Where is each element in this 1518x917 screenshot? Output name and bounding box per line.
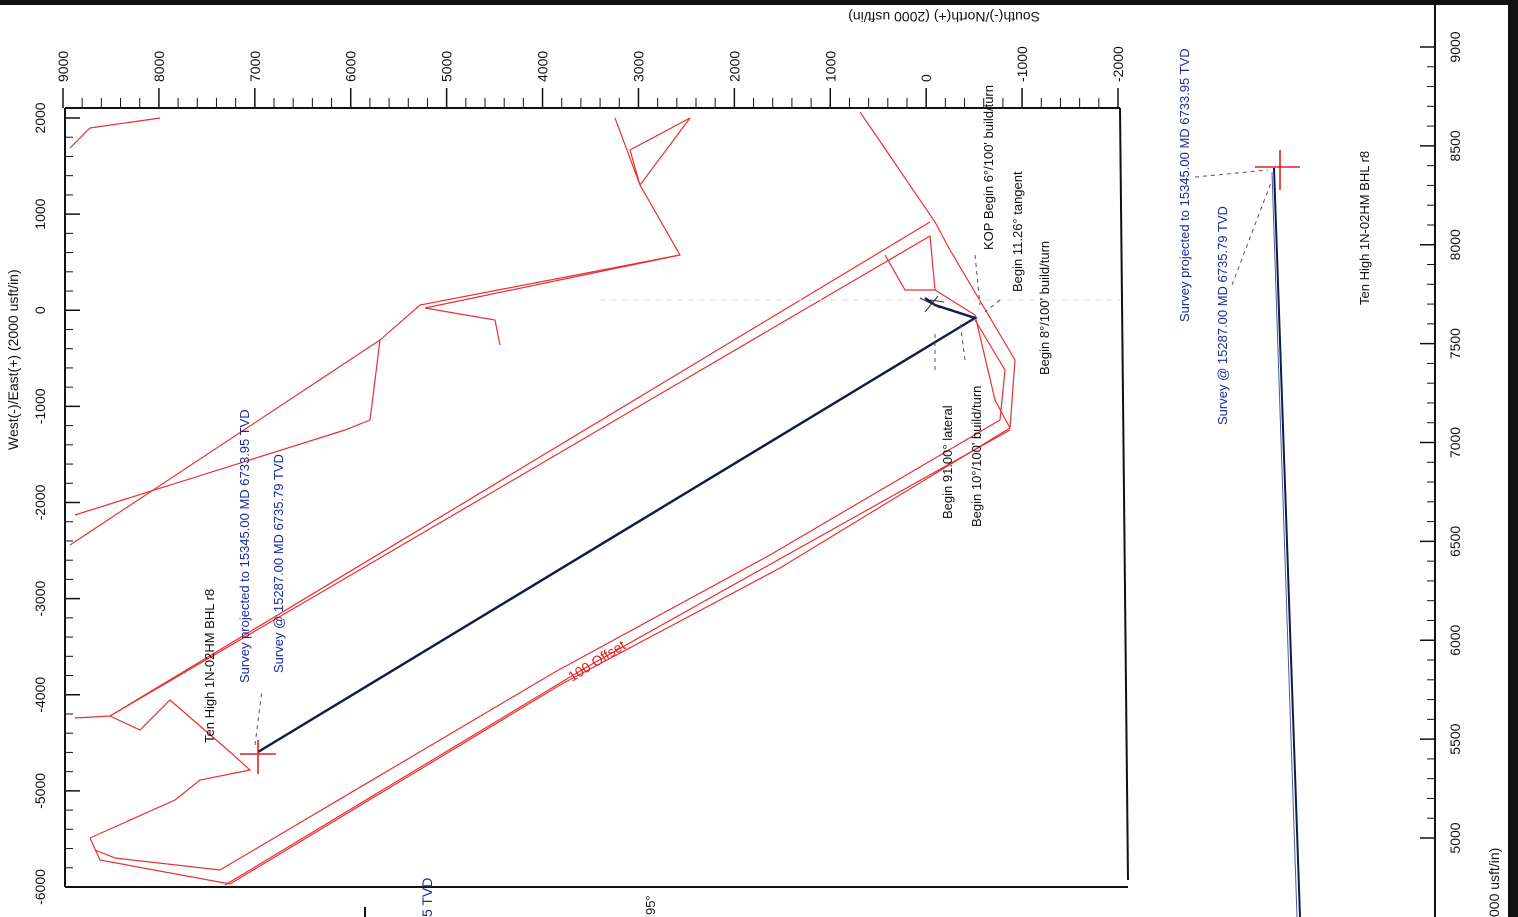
ns-tick-label: 0 — [918, 74, 934, 82]
ew-tick-label: -5000 — [32, 773, 48, 809]
boundary-inner-lower — [109, 235, 936, 717]
ns-tick-label: 9000 — [55, 51, 71, 82]
ew-axis-label: West(-)/East(+) (2000 usft/in) — [5, 269, 21, 450]
section-axis-ticks: 9000 8500 8000 7500 7000 6500 6000 5500 5000 — [1420, 31, 1463, 854]
section-tick-label: 7500 — [1447, 328, 1463, 359]
ns-tick-label: 4000 — [535, 51, 551, 82]
plot-frame — [64, 107, 1129, 888]
fragment-tvd: 5 TVD — [419, 878, 435, 917]
ns-tick-label: 5000 — [439, 51, 455, 82]
ns-tick-label: -1000 — [1014, 46, 1030, 82]
ns-tick-label: 2000 — [726, 51, 742, 82]
section-view: 9000 8500 8000 7500 7000 6500 6000 5500 5000 000… — [1177, 0, 1502, 917]
ns-tick-label: 8000 — [151, 51, 167, 82]
ns-tick-label: -2000 — [1110, 46, 1126, 82]
ns-axis-label: South(-)/North(+) (2000 usft/in) — [848, 9, 1040, 25]
lease-boundary — [69, 111, 1016, 886]
annotation-bhl: Ten High 1N-02HM BHL r8 — [202, 589, 217, 743]
annotation-build-8: Begin 8°/100' build/turn — [1037, 241, 1052, 375]
ns-tick-label: 1000 — [822, 51, 838, 82]
section-well-path — [1273, 167, 1301, 917]
bhl-crosshair — [240, 740, 276, 774]
section-tick-label: 5000 — [1447, 822, 1463, 853]
section-tick-label: 9000 — [1447, 31, 1463, 62]
boundary-bhl-pocket — [89, 699, 252, 839]
annotation-lateral: Begin 91.00° lateral — [940, 405, 955, 519]
section-tick-label: 8000 — [1447, 229, 1463, 260]
ns-tick-label: 7000 — [247, 51, 263, 82]
ew-tick-label: 0 — [32, 306, 48, 314]
boundary-offset-inner — [94, 319, 1006, 871]
kop-marker — [919, 295, 945, 313]
ew-tick-label: -3000 — [32, 581, 48, 617]
ns-tick-label: 3000 — [630, 51, 646, 82]
section-survey-projected: Survey projected to 15345.00 MD 6733.95 … — [1177, 48, 1192, 322]
boundary-lower-left — [69, 339, 381, 546]
fragment-deg: 95° — [643, 895, 658, 915]
ew-axis-ticks: -6000 -5000 -4000 -3000 -2000 -1000 0 1000 2000 — [32, 102, 80, 905]
ew-tick-label: 1000 — [32, 198, 48, 229]
section-axis-label: 000 usft/in) — [1486, 848, 1502, 917]
boundary-outer-upper — [69, 117, 161, 149]
boundary-upper-tract — [74, 117, 691, 516]
section-well-path-plan — [1271, 171, 1298, 917]
boundary-mid-tract — [424, 254, 681, 346]
annotation-build-10: Begin 10°/100' build/turn — [969, 386, 984, 527]
section-tick-label: 8500 — [1447, 130, 1463, 161]
ew-tick-label: 2000 — [32, 102, 48, 133]
annotation-leaders — [254, 254, 1001, 746]
well-path — [257, 297, 978, 754]
ew-tick-label: -1000 — [32, 388, 48, 424]
annotation-kop: KOP Begin 6°/100' build/turn — [981, 85, 996, 250]
boundary-lease-line — [224, 429, 1011, 886]
right-edge-bar — [1508, 0, 1518, 917]
annotation-tangent: Begin 11.26° tangent — [1010, 171, 1025, 292]
boundary-offset-outer — [89, 111, 1016, 885]
ns-axis-ticks: 9000 8000 7000 6000 5000 4000 3000 2000 1000 0 -10… — [55, 46, 1126, 108]
section-tick-label: 7000 — [1447, 427, 1463, 458]
section-tick-label: 6000 — [1447, 624, 1463, 655]
boundary-kop-loop — [884, 254, 1011, 429]
section-bhl-label: Ten High 1N-02HM BHL r8 — [1357, 151, 1372, 305]
ew-tick-label: -4000 — [32, 677, 48, 713]
ns-tick-label: 6000 — [343, 51, 359, 82]
section-tick-label: 5500 — [1447, 723, 1463, 754]
annotation-survey-projected: Survey projected to 15345.00 MD 6733.95 … — [237, 409, 252, 683]
section-bhl-crosshair — [1255, 150, 1300, 190]
section-survey: Survey @ 15287.00 MD 6735.79 TVD — [1215, 206, 1230, 425]
annotation-survey: Survey @ 15287.00 MD 6735.79 TVD — [271, 454, 286, 673]
top-edge-bar — [0, 0, 1518, 5]
ew-tick-label: -2000 — [32, 484, 48, 520]
ew-tick-label: -6000 — [32, 869, 48, 905]
section-tick-label: 6500 — [1447, 526, 1463, 557]
